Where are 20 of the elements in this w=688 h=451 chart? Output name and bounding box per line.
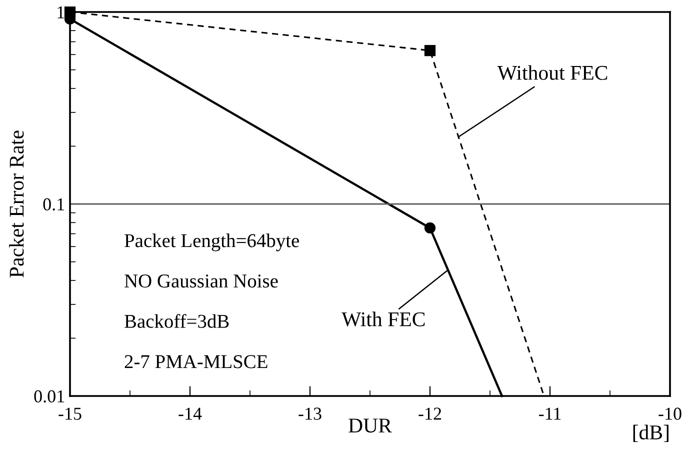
point	[424, 44, 436, 56]
x-tick-label: -10	[658, 408, 682, 420]
text: Without FEC	[497, 65, 608, 80]
x-axis-title: DUR	[348, 418, 392, 433]
annotation: Packet Length=64byte	[124, 234, 299, 252]
x-tick-label: -15	[58, 408, 82, 420]
point	[424, 222, 436, 234]
x-tick-label: -13	[298, 408, 322, 420]
annotation: Backoff=3dB	[124, 314, 229, 328]
x-tick-label: -11	[538, 408, 561, 420]
x-tick-label: -12	[418, 408, 442, 420]
y-tick-label: 0.1	[43, 198, 64, 211]
text: [dB]	[633, 424, 668, 442]
annotation: 2-7 PMA-MLSCE	[124, 355, 268, 368]
annotation: NO Gaussian Noise	[124, 274, 278, 288]
y-axis-title: Packet Error Rate	[9, 130, 24, 278]
legend-label: With FEC	[342, 312, 425, 326]
y-tick-label: 0.01	[34, 390, 64, 403]
y-tick-label: 1	[58, 6, 64, 18]
x-tick-label: -14	[178, 408, 202, 420]
